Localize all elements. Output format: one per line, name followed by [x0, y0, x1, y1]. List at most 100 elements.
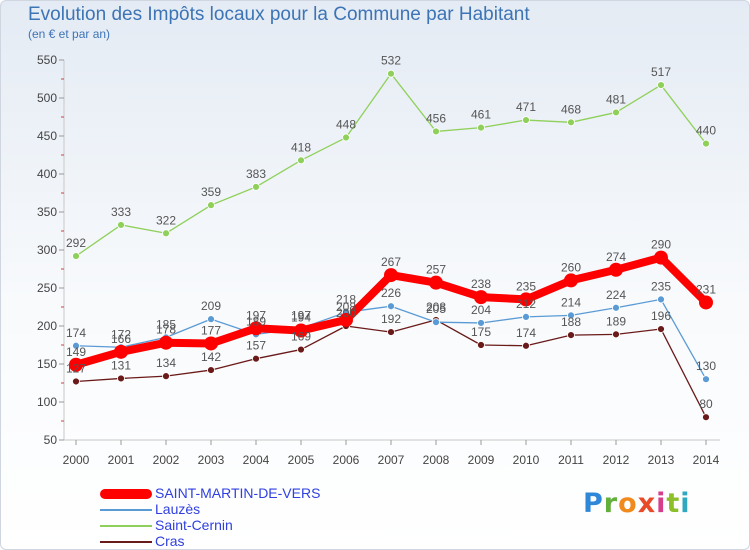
data-point — [477, 319, 485, 327]
data-point — [477, 123, 485, 132]
data-label: 80 — [699, 397, 713, 411]
data-point — [432, 318, 440, 327]
data-label: 517 — [651, 65, 671, 79]
x-tick-label: 2010 — [513, 453, 540, 467]
data-label: 192 — [381, 312, 401, 326]
y-tick-label: 50 — [44, 433, 58, 447]
x-tick-label: 2009 — [468, 453, 495, 467]
data-label: 174 — [66, 326, 86, 340]
data-label: 208 — [426, 300, 446, 314]
x-tick-label: 2013 — [648, 453, 675, 467]
data-label: 134 — [156, 356, 176, 370]
data-label: 197 — [246, 308, 266, 322]
data-point — [72, 252, 80, 260]
data-label: 185 — [156, 317, 176, 331]
data-point — [699, 295, 713, 310]
logo-letter: x — [637, 488, 657, 519]
data-point — [519, 292, 533, 307]
legend-label: Lauzès — [155, 501, 201, 517]
x-tick-label: 2012 — [603, 453, 630, 467]
data-point — [297, 156, 305, 165]
data-point — [162, 372, 170, 381]
data-label: 174 — [516, 326, 536, 340]
data-point — [567, 118, 575, 127]
data-label: 231 — [696, 282, 716, 296]
data-point — [342, 133, 350, 142]
data-point — [387, 302, 395, 311]
x-tick-label: 2002 — [153, 453, 180, 467]
data-point — [702, 413, 710, 422]
y-tick-label: 300 — [37, 243, 57, 257]
data-point — [567, 311, 575, 320]
data-label: 200 — [336, 306, 356, 320]
data-label: 189 — [606, 314, 626, 328]
logo-letter: r — [603, 488, 619, 519]
data-point — [117, 374, 125, 383]
data-point — [339, 312, 353, 327]
data-point — [249, 321, 263, 336]
data-point — [117, 221, 125, 229]
legend-swatch — [100, 489, 152, 499]
y-tick-label: 150 — [37, 357, 57, 371]
data-label: 157 — [246, 339, 266, 353]
data-label: 359 — [201, 185, 221, 199]
legend-label: Cras — [155, 533, 185, 549]
y-tick-label: 450 — [37, 129, 57, 143]
data-label: 274 — [606, 250, 626, 264]
logo-letter: i — [656, 488, 667, 519]
y-tick-label: 100 — [37, 395, 57, 409]
data-label: 418 — [291, 140, 311, 154]
data-point — [72, 377, 80, 386]
legend-item: Saint-Cernin — [100, 517, 360, 534]
data-label: 322 — [156, 213, 176, 227]
data-label: 194 — [291, 311, 311, 325]
data-point — [564, 273, 578, 288]
data-label: 456 — [426, 111, 446, 125]
legend-swatch — [100, 541, 152, 543]
x-tick-label: 2006 — [333, 453, 360, 467]
data-label: 532 — [381, 54, 401, 68]
data-point — [702, 375, 710, 384]
data-label: 257 — [426, 263, 446, 277]
legend-item: SAINT-MARTIN-DE-VERS — [100, 485, 360, 502]
y-tick-label: 550 — [37, 53, 57, 67]
y-tick-label: 400 — [37, 167, 57, 181]
data-point — [522, 116, 530, 124]
data-label: 292 — [66, 236, 86, 250]
data-label: 333 — [111, 205, 131, 219]
data-label: 238 — [471, 277, 491, 291]
data-label: 188 — [561, 315, 581, 329]
legend-label: SAINT-MARTIN-DE-VERS — [155, 485, 321, 501]
data-point — [429, 275, 443, 290]
data-label: 235 — [516, 279, 536, 293]
data-point — [252, 183, 260, 191]
data-point — [612, 303, 620, 312]
x-tick-label: 2008 — [423, 453, 450, 467]
data-point — [207, 201, 215, 210]
data-label: 172 — [111, 327, 131, 341]
data-label: 218 — [336, 292, 356, 306]
data-label: 468 — [561, 102, 581, 116]
data-label: 196 — [651, 309, 671, 323]
data-label: 204 — [471, 303, 491, 317]
data-label: 208 — [336, 300, 356, 314]
x-tick-label: 2011 — [558, 453, 584, 467]
x-tick-label: 2005 — [288, 453, 315, 467]
data-label: 175 — [471, 325, 491, 339]
data-point — [657, 295, 665, 304]
data-point — [702, 139, 710, 148]
data-point — [162, 229, 170, 238]
data-point — [207, 366, 215, 374]
chart-title: Evolution des Impôts locaux pour la Comm… — [28, 4, 530, 25]
legend-label: Saint-Cernin — [155, 517, 233, 533]
legend-swatch — [100, 509, 152, 511]
data-label: 267 — [381, 255, 401, 269]
data-label: 440 — [696, 124, 716, 138]
x-tick-label: 2001 — [108, 453, 135, 467]
data-label: 178 — [156, 323, 176, 337]
data-point — [114, 344, 128, 359]
data-label: 177 — [201, 323, 221, 337]
logo-letter: P — [583, 488, 604, 519]
x-tick-label: 2004 — [243, 453, 270, 467]
legend-item: Cras — [100, 533, 360, 550]
